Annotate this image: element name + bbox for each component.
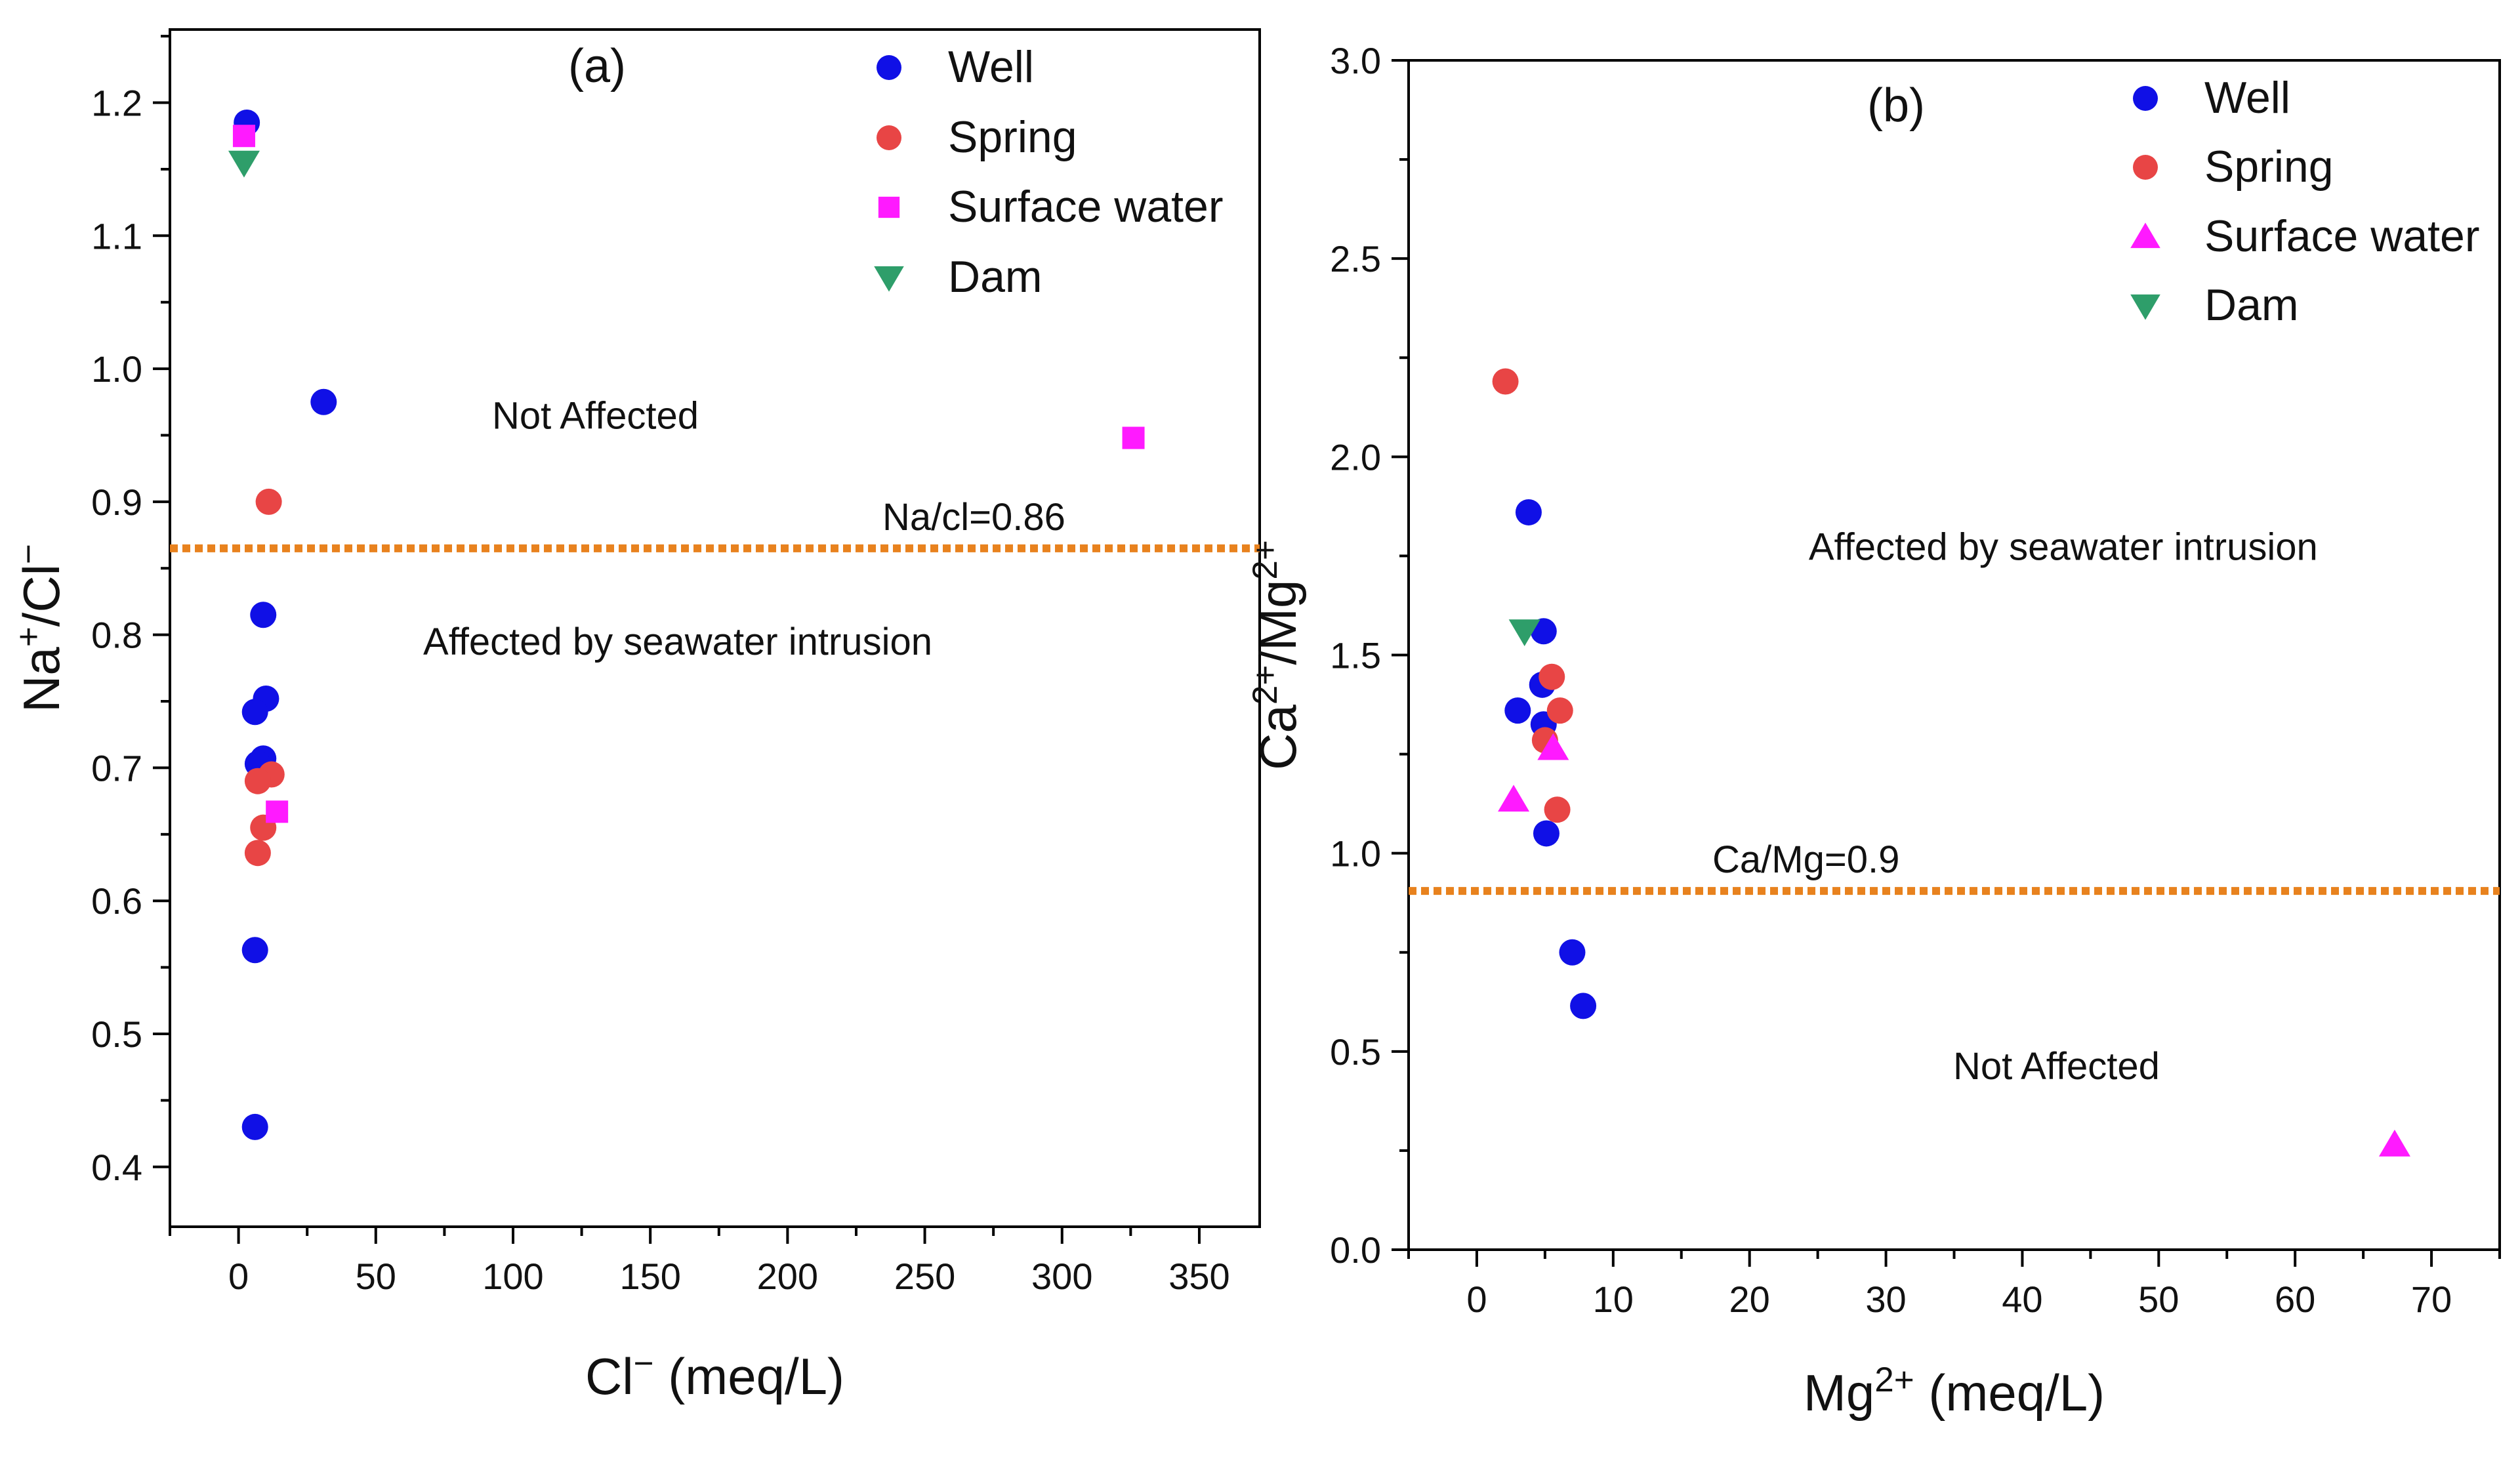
x-tick-label: 70 — [2411, 1279, 2452, 1320]
threshold-label: Ca/Mg=0.9 — [1712, 838, 1899, 881]
point-dam — [228, 150, 260, 178]
y-tick-label: 0.5 — [1330, 1031, 1381, 1073]
legend-label-dam: Dam — [948, 252, 1043, 302]
x-axis-title: Cl− (meq/L) — [585, 1344, 844, 1406]
legend-marker-well — [2133, 86, 2158, 111]
y-axis-title: Ca2+/Mg2+ — [1246, 540, 1308, 770]
panel-label: (a) — [568, 40, 626, 92]
legend-marker-dam — [874, 266, 904, 292]
legend-label-spring: Spring — [2204, 142, 2334, 192]
point-well — [241, 1113, 268, 1140]
point-well — [1504, 697, 1531, 724]
threshold-label: Na/cl=0.86 — [882, 496, 1065, 539]
point-well — [241, 937, 268, 964]
panel-label: (b) — [1867, 79, 1925, 132]
point-spring — [1544, 796, 1571, 823]
point-well — [1570, 993, 1597, 1019]
x-tick-label: 20 — [1729, 1279, 1770, 1320]
x-axis-title: Mg2+ (meq/L) — [1804, 1361, 2105, 1422]
y-tick-label: 0.5 — [91, 1014, 142, 1055]
point-spring — [1539, 663, 1565, 690]
point-well — [1533, 820, 1560, 847]
y-tick-label: 1.0 — [91, 348, 142, 390]
point-dam — [1508, 619, 1540, 647]
x-tick-label: 300 — [1031, 1256, 1092, 1297]
point-surface-water — [1498, 785, 1530, 812]
point-spring — [255, 488, 282, 515]
zone-annotation: Not Affected — [492, 394, 699, 437]
x-tick-label: 0 — [1466, 1279, 1487, 1320]
y-axis-title: Na+/Cl− — [9, 544, 71, 712]
y-tick-label: 1.1 — [91, 215, 142, 257]
x-tick-label: 0 — [228, 1256, 249, 1297]
x-tick-label: 40 — [2002, 1279, 2042, 1320]
legend-marker-well — [877, 55, 901, 80]
legend-marker-spring — [2133, 155, 2158, 180]
point-well — [310, 388, 337, 415]
zone-annotation: Not Affected — [1953, 1045, 2160, 1088]
y-tick-label: 0.0 — [1330, 1229, 1381, 1271]
point-spring — [244, 768, 271, 794]
x-tick-label: 30 — [1865, 1279, 1906, 1320]
y-tick-label: 0.6 — [91, 880, 142, 922]
point-well — [241, 699, 268, 726]
y-tick-label: 0.4 — [91, 1147, 142, 1188]
y-tick-label: 0.7 — [91, 747, 142, 789]
x-tick-label: 10 — [1593, 1279, 1634, 1320]
legend-marker-spring — [877, 125, 901, 150]
legend-marker-dam — [2130, 294, 2160, 320]
x-tick-label: 250 — [894, 1256, 955, 1297]
point-surface-water — [266, 800, 289, 823]
point-spring — [1492, 368, 1519, 395]
y-tick-label: 2.0 — [1330, 436, 1381, 478]
zone-annotation: Affected by seawater intrusion — [423, 621, 932, 663]
x-tick-label: 100 — [482, 1256, 543, 1297]
legend-label-surface-water: Surface water — [2204, 211, 2480, 261]
zone-annotation: Affected by seawater intrusion — [1809, 525, 2318, 568]
legend-marker-surface-water — [878, 196, 900, 218]
point-well — [1515, 499, 1542, 525]
legend-label-spring: Spring — [948, 112, 1077, 162]
point-surface-water — [232, 125, 255, 148]
x-tick-label: 200 — [757, 1256, 818, 1297]
y-tick-label: 3.0 — [1330, 40, 1381, 81]
y-tick-label: 0.8 — [91, 615, 142, 656]
point-spring — [1546, 697, 1573, 724]
legend-label-well: Well — [948, 42, 1034, 92]
legend-marker-surface-water — [2130, 222, 2160, 249]
x-tick-label: 60 — [2275, 1279, 2315, 1320]
legend-label-surface-water: Surface water — [948, 182, 1224, 232]
plot-frame — [169, 28, 1261, 1228]
point-surface-water — [1122, 426, 1145, 449]
point-well — [250, 602, 277, 628]
y-tick-label: 1.0 — [1330, 833, 1381, 874]
point-well — [1559, 939, 1586, 966]
y-tick-label: 1.5 — [1330, 635, 1381, 676]
x-tick-label: 50 — [356, 1256, 396, 1297]
y-tick-label: 0.9 — [91, 482, 142, 523]
legend-label-dam: Dam — [2204, 280, 2299, 330]
legend-label-well: Well — [2204, 73, 2290, 123]
y-tick-label: 2.5 — [1330, 238, 1381, 279]
panel-a: 0 50 100 150 200 250 300 350 0.4 0.5 0.6 0.7 0.8 0.9 1… — [9, 28, 1261, 1406]
point-surface-water — [1537, 733, 1569, 760]
panel-b: 0 10 20 30 40 50 60 70 0.0 0.5 1.0 1.5 2.0 2.5 3.0 Mg2+… — [1246, 40, 2501, 1422]
y-tick-label: 1.2 — [91, 83, 142, 124]
x-tick-label: 50 — [2138, 1279, 2179, 1320]
x-tick-label: 150 — [619, 1256, 680, 1297]
point-spring — [244, 840, 271, 867]
point-surface-water — [2378, 1130, 2410, 1157]
x-tick-label: 350 — [1168, 1256, 1229, 1297]
